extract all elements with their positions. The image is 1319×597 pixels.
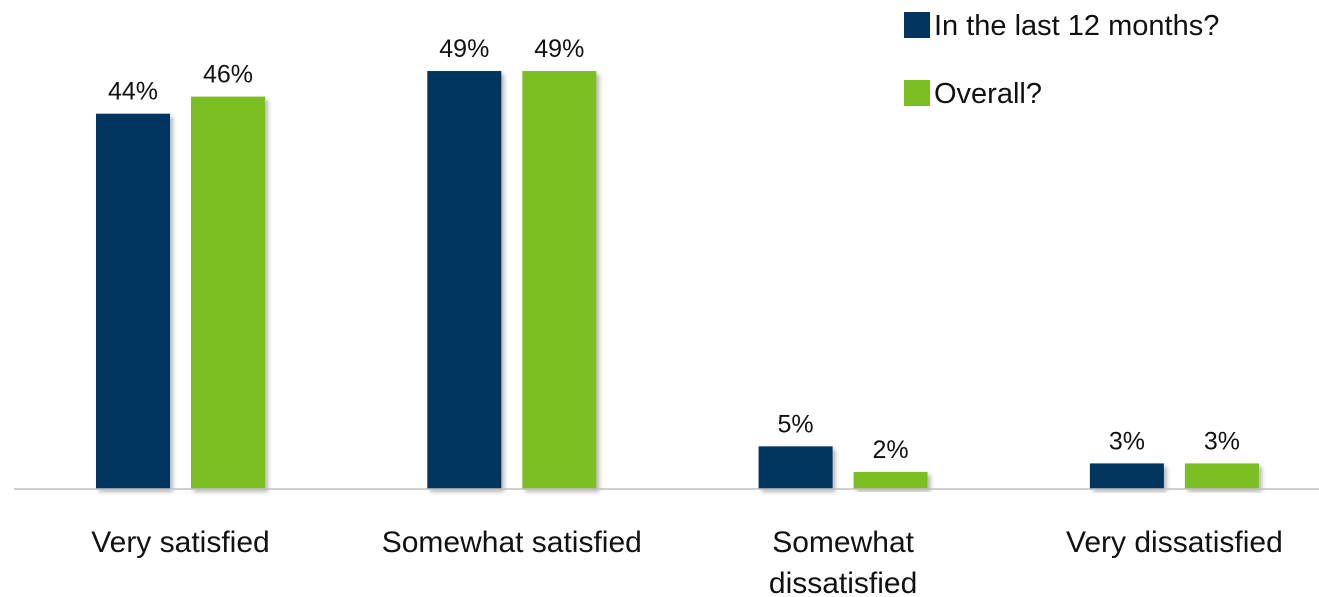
legend-swatch-series-2 xyxy=(904,80,930,106)
category-label-somewhat-satisfied: Somewhat satisfied xyxy=(382,526,642,559)
category-label-line: Very satisfied xyxy=(91,526,269,559)
data-label: 44% xyxy=(108,78,158,106)
data-label: 46% xyxy=(203,61,253,89)
legend-label-series-1: In the last 12 months? xyxy=(934,10,1219,42)
bar-somewhat-satisfied-series-1 xyxy=(427,71,502,489)
bar-somewhat-dissatisfied-series-1 xyxy=(758,446,833,489)
data-label: 2% xyxy=(873,436,909,464)
category-label-line: Somewhat satisfied xyxy=(382,526,642,559)
legend-label-series-2: Overall? xyxy=(934,78,1042,110)
legend-swatch-series-1 xyxy=(904,12,930,38)
data-label: 49% xyxy=(534,35,584,63)
bar-very-dissatisfied-series-1 xyxy=(1089,463,1164,489)
category-label-very-dissatisfied: Very dissatisfied xyxy=(1066,526,1283,559)
bar-very-satisfied-series-2 xyxy=(191,96,265,490)
data-labels-group: 44% 46% 49% 49% 5% 2% 3% 3% xyxy=(108,35,1240,464)
bar-very-dissatisfied-series-2 xyxy=(1184,463,1259,489)
bar-very-satisfied-series-1 xyxy=(96,113,170,490)
data-label: 49% xyxy=(439,35,489,63)
legend: In the last 12 months? Overall? xyxy=(904,10,1219,110)
bar-somewhat-satisfied-series-2 xyxy=(522,71,597,489)
category-label-somewhat-dissatisfied: Somewhat dissatisfied xyxy=(769,526,917,597)
data-label: 3% xyxy=(1204,427,1240,455)
category-label-very-satisfied: Very satisfied xyxy=(91,526,269,559)
category-label-line: dissatisfied xyxy=(769,567,917,597)
bar-somewhat-dissatisfied-series-2 xyxy=(853,471,928,489)
data-label: 5% xyxy=(778,410,814,438)
data-label: 3% xyxy=(1109,427,1145,455)
category-label-line: Somewhat xyxy=(772,526,914,559)
category-label-line: Very dissatisfied xyxy=(1066,526,1283,559)
category-labels-group: Very satisfied Somewhat satisfied Somewhat… xyxy=(91,526,1283,597)
bars-group xyxy=(96,71,1259,490)
